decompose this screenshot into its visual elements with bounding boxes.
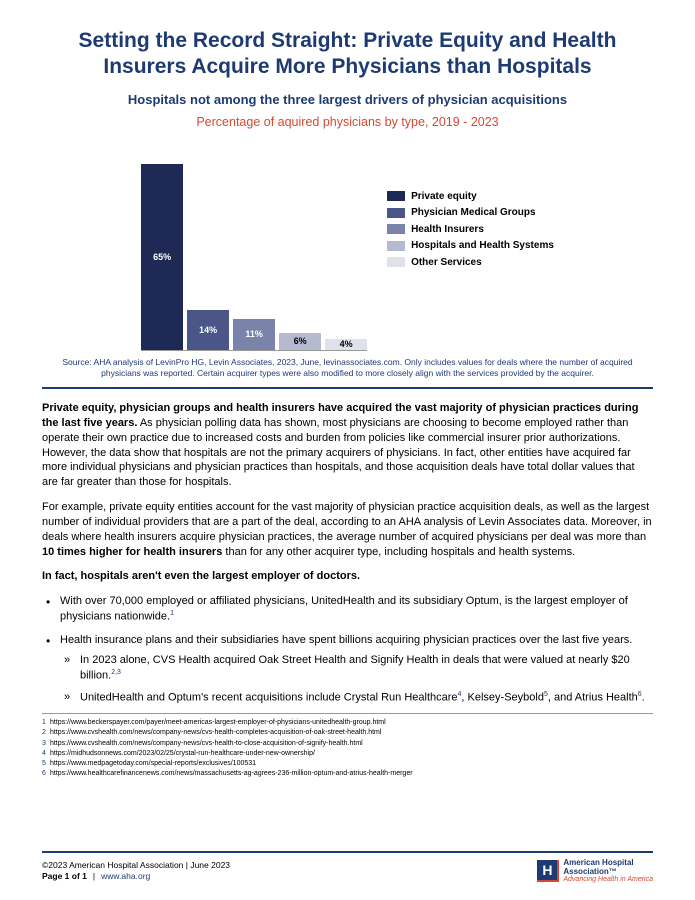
legend-swatch: [387, 241, 405, 251]
legend-item: Other Services: [387, 256, 554, 270]
section-divider: [42, 387, 653, 389]
list-item: In 2023 alone, CVS Health acquired Oak S…: [60, 653, 653, 683]
footnote: 4 https://midhudsonnews.com/2023/02/25/c…: [42, 749, 653, 758]
paragraph-2: For example, private equity entities acc…: [42, 500, 653, 559]
bar-value-label: 6%: [294, 335, 307, 347]
legend-label: Hospitals and Health Systems: [411, 239, 554, 253]
legend-swatch: [387, 208, 405, 218]
footnote-ref: 2,3: [111, 669, 121, 676]
bar-chart: 65% 14% 11% 6% 4% Private equity Physician Me…: [42, 141, 653, 351]
chart-legend: Private equity Physician Medical Groups He…: [387, 190, 554, 273]
list-item: With over 70,000 employed or affiliated …: [42, 594, 653, 624]
footnote: 6 https://www.healthcarefinancenews.com/…: [42, 769, 653, 778]
chart-bar: 6%: [279, 333, 321, 350]
legend-swatch: [387, 257, 405, 267]
legend-item: Private equity: [387, 190, 554, 204]
paragraph-3: In fact, hospitals aren't even the large…: [42, 569, 653, 584]
bullet-list: With over 70,000 employed or affiliated …: [42, 594, 653, 705]
chart-source-note: Source: AHA analysis of LevinPro HG, Lev…: [42, 357, 653, 379]
chart-bar: 14%: [187, 310, 229, 350]
legend-swatch: [387, 191, 405, 201]
footnotes: 1 https://www.beckerspayer.com/payer/mee…: [42, 718, 653, 778]
page-number: Page 1 of 1: [42, 871, 87, 882]
copyright: ©2023 American Hospital Association | Ju…: [42, 860, 230, 871]
footnote: 5 https://www.medpagetoday.com/special-r…: [42, 759, 653, 768]
bar-value-label: 14%: [199, 324, 217, 336]
logo-mark: H: [537, 860, 559, 882]
legend-label: Private equity: [411, 190, 477, 204]
paragraph-1: Private equity, physician groups and hea…: [42, 401, 653, 490]
footnote-ref: 1: [170, 610, 174, 617]
legend-label: Physician Medical Groups: [411, 206, 535, 220]
chart-bar: 4%: [325, 339, 367, 350]
footer-left: ©2023 American Hospital Association | Ju…: [42, 860, 230, 882]
report-title: Setting the Record Straight: Private Equ…: [42, 28, 653, 81]
bar-value-label: 4%: [340, 338, 353, 350]
list-item: UnitedHealth and Optum's recent acquisit…: [60, 690, 653, 706]
chart-bars: 65% 14% 11% 6% 4%: [141, 151, 367, 351]
chart-bar: 11%: [233, 319, 275, 350]
bar-value-label: 11%: [245, 328, 263, 340]
bar-value-label: 65%: [153, 251, 171, 263]
legend-label: Health Insurers: [411, 223, 484, 237]
legend-label: Other Services: [411, 256, 482, 270]
list-item: Health insurance plans and their subsidi…: [42, 633, 653, 706]
chart-title: Percentage of aquired physicians by type…: [42, 114, 653, 131]
page-footer: ©2023 American Hospital Association | Ju…: [42, 851, 653, 884]
sub-list: In 2023 alone, CVS Health acquired Oak S…: [60, 653, 653, 705]
footer-site-link[interactable]: www.aha.org: [101, 871, 150, 882]
legend-item: Physician Medical Groups: [387, 206, 554, 220]
aha-logo: H American HospitalAssociation™ Advancin…: [537, 859, 653, 884]
footnote: 1 https://www.beckerspayer.com/payer/mee…: [42, 718, 653, 727]
footnote: 3 https://www.cvshealth.com/news/company…: [42, 739, 653, 748]
report-subtitle: Hospitals not among the three largest dr…: [42, 91, 653, 109]
legend-item: Health Insurers: [387, 223, 554, 237]
body-text: Private equity, physician groups and hea…: [42, 401, 653, 705]
chart-bar: 65%: [141, 164, 183, 350]
legend-item: Hospitals and Health Systems: [387, 239, 554, 253]
footnote-divider: [42, 713, 653, 714]
logo-tagline: Advancing Health in America: [563, 876, 653, 884]
legend-swatch: [387, 224, 405, 234]
footnote: 2 https://www.cvshealth.com/news/company…: [42, 728, 653, 737]
